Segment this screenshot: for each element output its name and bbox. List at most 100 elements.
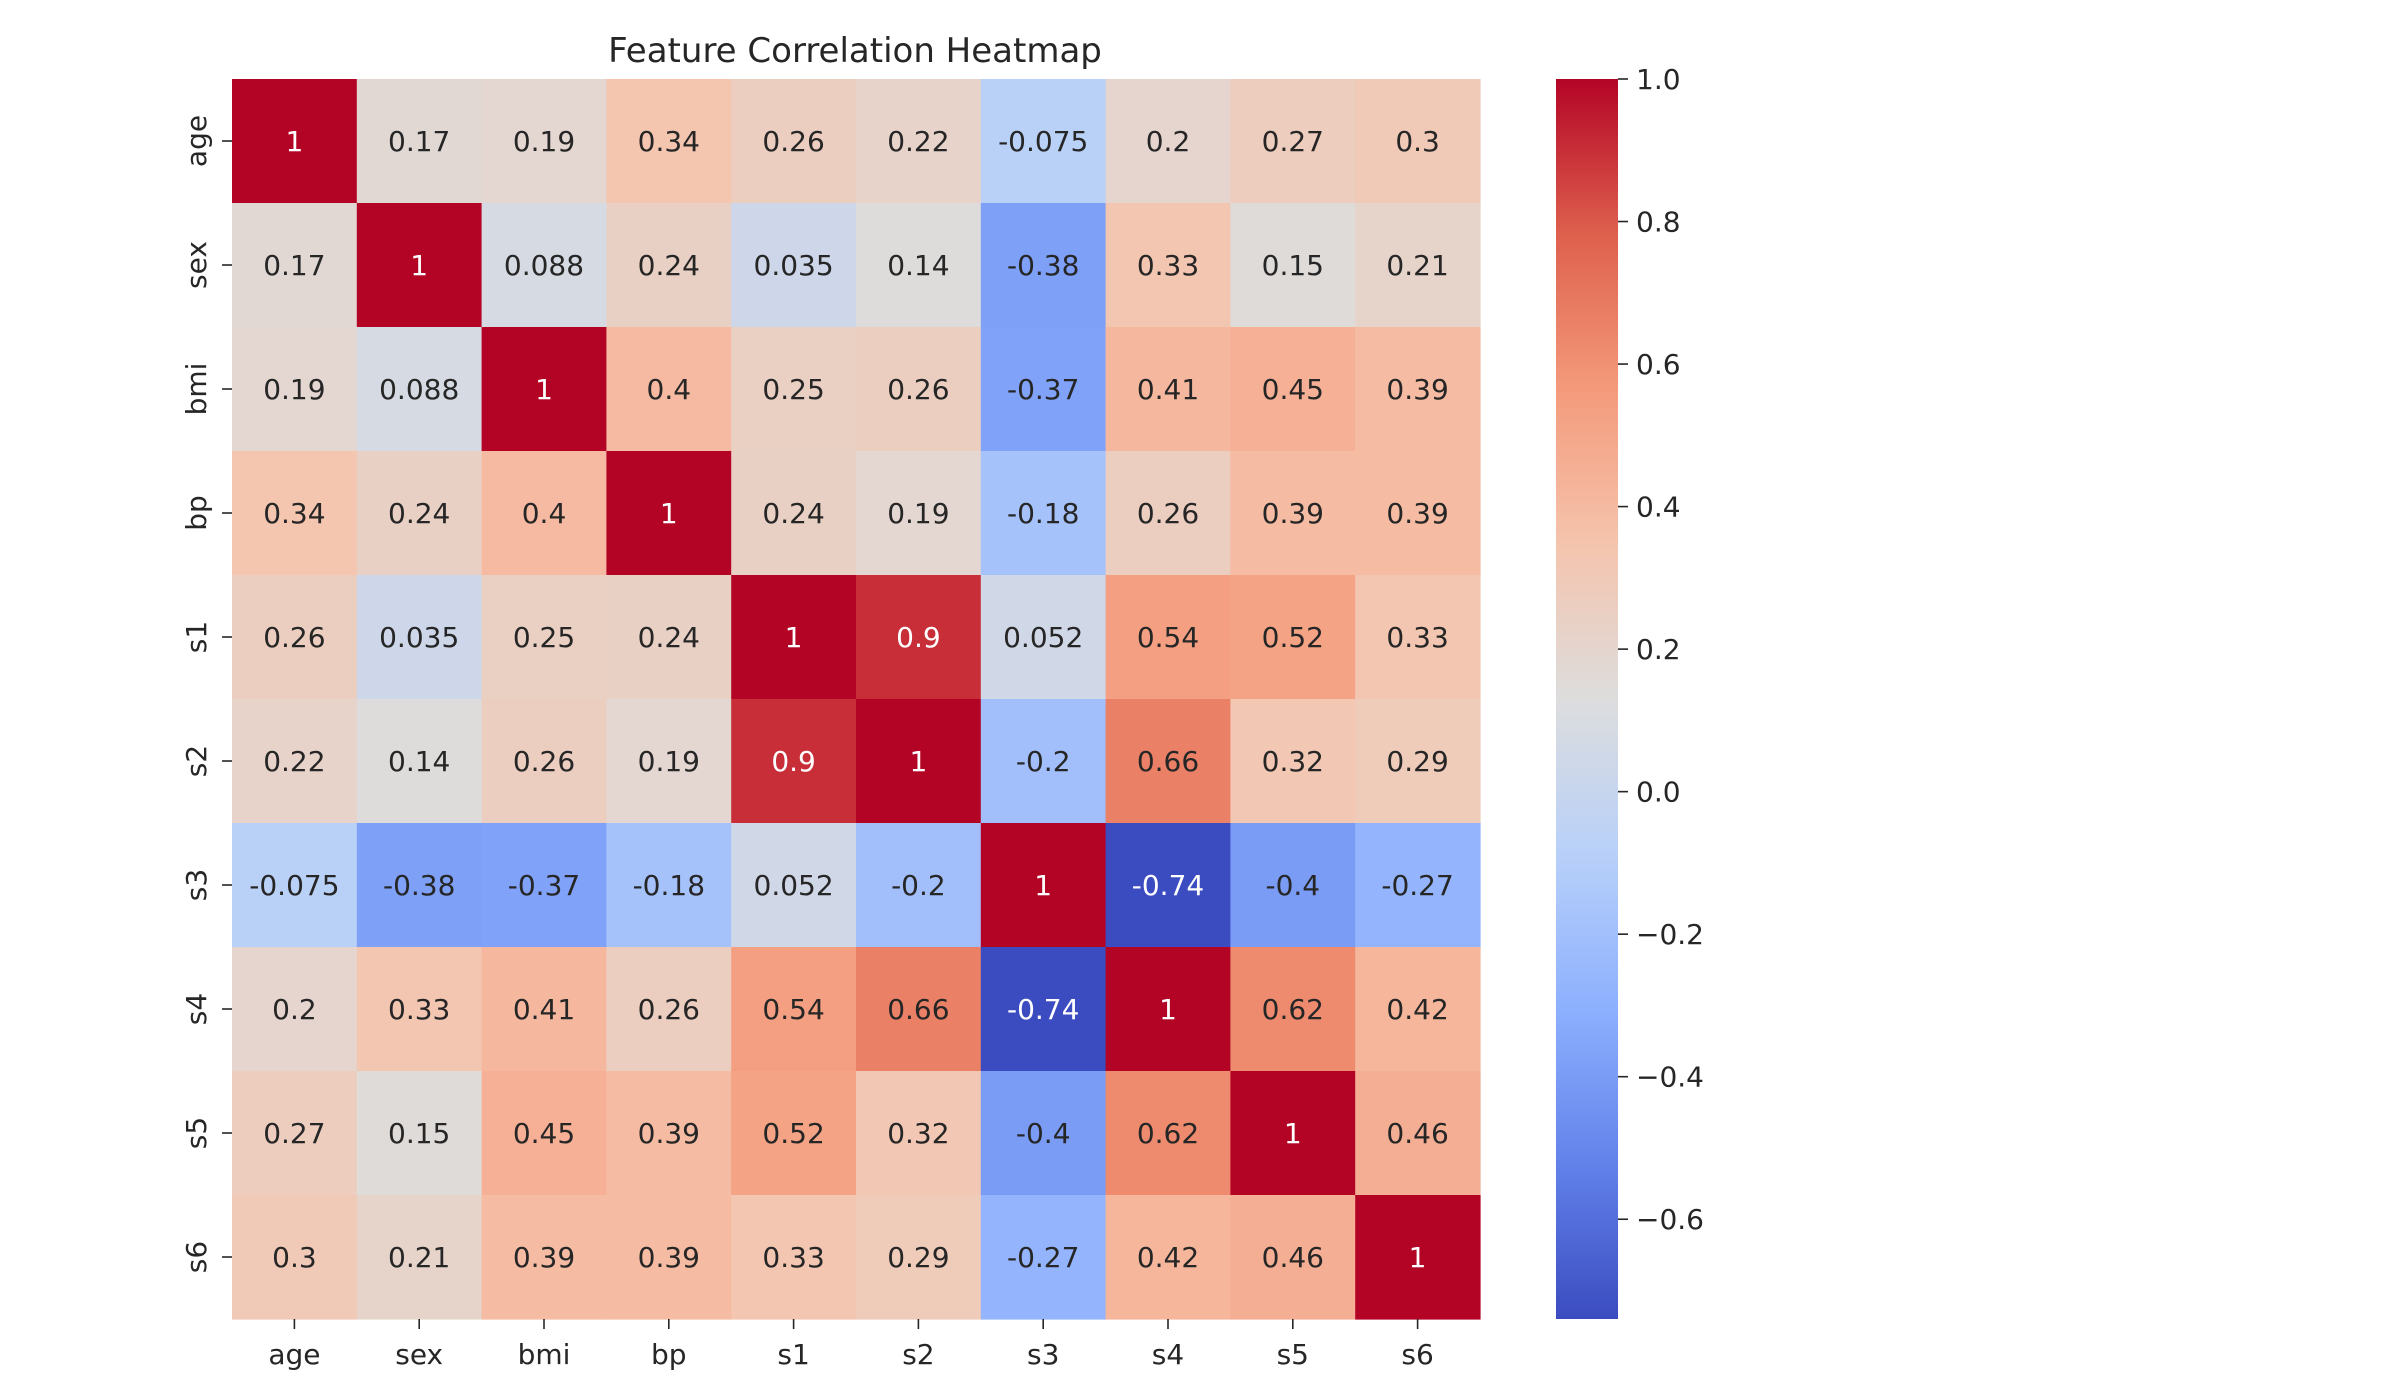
cell-annotation: 1 — [1409, 1241, 1427, 1274]
heatmap-cell — [1230, 1195, 1356, 1320]
heatmap-cell — [1105, 575, 1231, 700]
heatmap-cell — [1105, 327, 1231, 452]
cell-annotation: 0.27 — [263, 1117, 325, 1150]
colorbar-tick-label: −0.4 — [1636, 1061, 1704, 1094]
heatmap-cell — [980, 1071, 1107, 1196]
heatmap-cell — [232, 1071, 358, 1196]
cell-annotation: 0.4 — [522, 497, 567, 530]
cell-annotation: 0.22 — [887, 125, 949, 158]
heatmap-cell — [606, 79, 732, 204]
cell-annotation: 0.33 — [762, 1241, 824, 1274]
heatmap-cell — [731, 451, 857, 576]
cell-annotation: 0.39 — [638, 1241, 700, 1274]
heatmap-cell — [856, 79, 982, 204]
cell-annotation: 0.9 — [896, 621, 941, 654]
heatmap-cell — [1230, 327, 1356, 452]
heatmap-cell — [1230, 451, 1356, 576]
cell-annotation: -0.38 — [383, 869, 455, 902]
cell-annotation: -0.74 — [1007, 993, 1079, 1026]
heatmap-cell — [1105, 451, 1231, 576]
cell-annotation: 0.24 — [638, 249, 700, 282]
heatmap-cell — [606, 947, 732, 1072]
heatmap-cell — [1105, 699, 1231, 824]
heatmap-cell — [606, 1195, 732, 1320]
heatmap-cell — [731, 947, 857, 1072]
y-tick-label: bmi — [180, 363, 213, 416]
cell-annotation: 0.41 — [1137, 373, 1199, 406]
cell-annotation: 0.035 — [379, 621, 459, 654]
cell-annotation: 0.21 — [1386, 249, 1448, 282]
heatmap-cell — [1355, 1195, 1481, 1320]
heatmap-cell — [356, 451, 483, 576]
chart-title: Feature Correlation Heatmap — [608, 31, 1102, 71]
heatmap-cell — [1230, 79, 1356, 204]
cell-annotation: 0.14 — [887, 249, 949, 282]
x-tick-label: s1 — [777, 1338, 809, 1371]
cell-annotation: 0.62 — [1262, 993, 1324, 1026]
cell-annotation: 0.46 — [1386, 1117, 1448, 1150]
heatmap-cell — [731, 203, 857, 328]
cell-annotation: 0.29 — [1386, 745, 1448, 778]
heatmap-cell — [606, 823, 732, 948]
heatmap-cell — [606, 451, 732, 576]
cell-annotation: 0.3 — [1395, 125, 1440, 158]
cell-annotation: 0.14 — [388, 745, 450, 778]
cell-annotation: 0.33 — [1137, 249, 1199, 282]
cell-annotation: 0.39 — [1262, 497, 1324, 530]
cell-annotation: 0.42 — [1386, 993, 1448, 1026]
heatmap-cell — [980, 79, 1107, 204]
heatmap-cell — [731, 327, 857, 452]
x-tick-label: s6 — [1401, 1338, 1433, 1371]
cell-annotation: 0.27 — [1262, 125, 1324, 158]
cell-annotation: 0.24 — [638, 621, 700, 654]
heatmap-cell — [232, 79, 358, 204]
heatmap-cell — [232, 947, 358, 1072]
cell-annotation: 1 — [1284, 1117, 1302, 1150]
cell-annotation: 0.39 — [1386, 373, 1448, 406]
x-tick-label: s4 — [1152, 1338, 1184, 1371]
cell-annotation: 1 — [535, 373, 553, 406]
heatmap-cell — [356, 327, 483, 452]
heatmap-cell — [356, 1195, 483, 1320]
heatmap-cell — [232, 327, 358, 452]
heatmap-cell — [980, 451, 1107, 576]
y-tick-label: s1 — [180, 621, 213, 653]
cell-annotation: -0.74 — [1132, 869, 1204, 902]
x-tick-label: age — [268, 1338, 320, 1371]
cell-annotation: 0.26 — [513, 745, 575, 778]
cell-annotation: -0.075 — [998, 125, 1088, 158]
cell-annotation: 0.25 — [513, 621, 575, 654]
x-tick-label: s2 — [902, 1338, 934, 1371]
heatmap-cell — [1230, 575, 1356, 700]
heatmap-cell — [980, 327, 1107, 452]
cell-annotation: 0.29 — [887, 1241, 949, 1274]
heatmap-cell — [1105, 947, 1231, 1072]
y-tick-label: bp — [180, 495, 213, 531]
cell-annotation: 0.39 — [513, 1241, 575, 1274]
cell-annotation: 0.33 — [1386, 621, 1448, 654]
cell-annotation: -0.38 — [1007, 249, 1079, 282]
cell-annotation: 0.26 — [887, 373, 949, 406]
cell-annotation: -0.075 — [249, 869, 339, 902]
colorbar — [1556, 79, 1618, 1319]
cell-annotation: 0.34 — [638, 125, 700, 158]
heatmap-cell — [232, 203, 358, 328]
cell-annotation: 1 — [410, 249, 428, 282]
cell-annotation: 0.42 — [1137, 1241, 1199, 1274]
cell-annotation: 0.39 — [638, 1117, 700, 1150]
cell-annotation: 0.26 — [762, 125, 824, 158]
heatmap-cell — [1355, 203, 1481, 328]
cell-annotation: 1 — [660, 497, 678, 530]
heatmap-cell — [481, 1195, 607, 1320]
heatmap-cell — [481, 327, 607, 452]
heatmap-cell — [1355, 451, 1481, 576]
heatmap-cell — [481, 203, 607, 328]
heatmap-cell — [1355, 947, 1481, 1072]
heatmap-cell — [980, 575, 1107, 700]
colorbar-tick-label: 0.4 — [1636, 491, 1681, 524]
heatmap-cell — [606, 699, 732, 824]
x-tick-label: s3 — [1027, 1338, 1059, 1371]
heatmap-cell — [481, 79, 607, 204]
cell-annotation: -0.18 — [633, 869, 705, 902]
heatmap-cell — [980, 699, 1107, 824]
